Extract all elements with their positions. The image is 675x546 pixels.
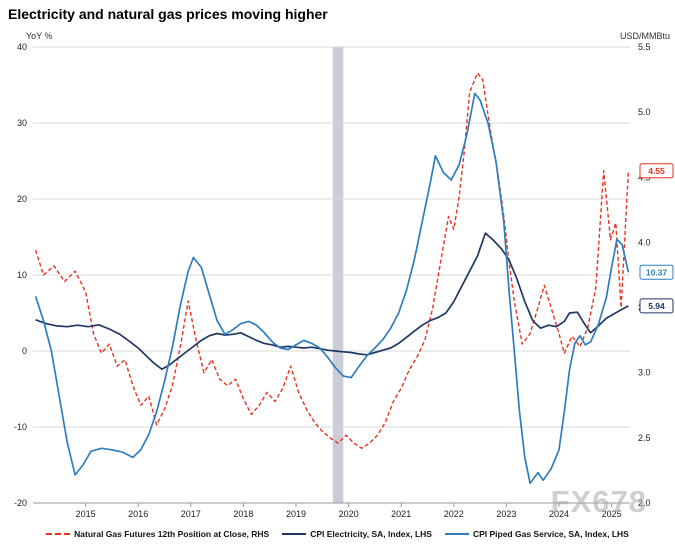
right-axis-tick-label: 5.5 [638, 42, 651, 52]
end-value-badge-label: 10.37 [646, 267, 668, 277]
right-axis-tick-label: 3.0 [638, 368, 651, 378]
left-axis-tick-label: -20 [14, 498, 27, 508]
end-value-badge [639, 298, 674, 314]
x-axis-tick-label: 2023 [496, 509, 516, 519]
x-axis-tick-label: 2022 [444, 509, 464, 519]
legend-label: CPI Electricity, SA, Index, LHS [310, 529, 432, 539]
right-axis-tick-label: 4.0 [638, 237, 651, 247]
series-line-natural-gas-futures [34, 72, 630, 449]
x-axis-tick-label: 2015 [76, 509, 96, 519]
left-axis-tick-label: 20 [17, 194, 27, 204]
legend-line-sample [444, 533, 469, 535]
legend-label: CPI Piped Gas Service, SA, Index, LHS [472, 529, 629, 539]
end-value-badge-label: 4.55 [648, 166, 665, 176]
left-axis-tick-label: 0 [22, 346, 27, 356]
x-axis-tick-label: 2018 [233, 509, 253, 519]
left-axis-tick-label: 40 [17, 42, 27, 52]
left-axis-tick-label: 30 [17, 118, 27, 128]
legend-label: Natural Gas Futures 12th Position at Clo… [74, 529, 270, 539]
legend-line-sample [46, 533, 71, 535]
legend-item-natural-gas-futures: Natural Gas Futures 12th Position at Clo… [46, 529, 269, 539]
left-axis-unit-label: YoY % [26, 31, 53, 41]
x-axis-tick-label: 2017 [181, 509, 201, 519]
x-axis-tick-label: 2025 [602, 509, 622, 519]
right-axis-unit-label: USD/MMBtu [619, 31, 670, 41]
right-axis-tick-label: 5.0 [638, 107, 651, 117]
legend-line-sample [282, 533, 307, 535]
x-axis-tick-label: 2021 [391, 509, 411, 519]
end-value-badge [639, 264, 674, 280]
chart-title: Electricity and natural gas prices movin… [8, 6, 328, 22]
series-line-cpi-piped-gas [34, 92, 630, 485]
x-axis-tick-label: 2024 [549, 509, 569, 519]
right-axis-tick-label: 2.0 [638, 498, 651, 508]
legend-item-cpi-electricity: CPI Electricity, SA, Index, LHS [282, 529, 432, 539]
series-line-cpi-electricity [35, 232, 629, 371]
end-value-badge [639, 163, 674, 179]
x-axis-tick-label: 2020 [339, 509, 359, 519]
watermark: FX678 [550, 484, 647, 519]
legend-item-cpi-piped-gas: CPI Piped Gas Service, SA, Index, LHS [444, 529, 629, 539]
right-axis-tick-label: 2.5 [638, 433, 651, 443]
chart-legend: Natural Gas Futures 12th Position at Clo… [0, 529, 675, 539]
left-axis-tick-label: 10 [17, 270, 27, 280]
end-value-badge-label: 5.94 [648, 301, 665, 311]
x-axis-tick-label: 2019 [286, 509, 306, 519]
x-axis-tick-label: 2016 [128, 509, 148, 519]
left-axis-tick-label: -10 [14, 422, 27, 432]
